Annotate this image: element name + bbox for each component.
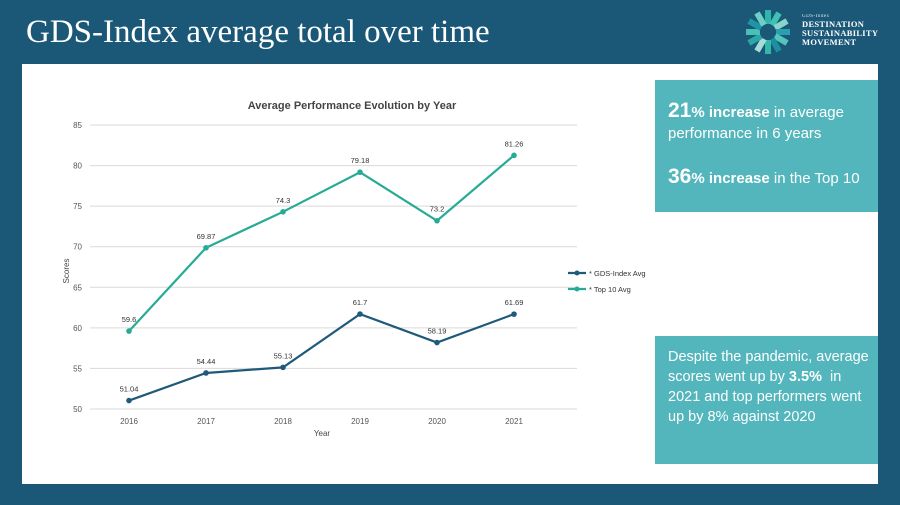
- content-panel: Average Performance Evolution by Year 50 5…: [22, 64, 878, 484]
- legend-label: * Top 10 Avg: [589, 285, 631, 294]
- x-tick-label: 2017: [197, 417, 215, 426]
- data-point: [203, 370, 209, 376]
- data-point: [511, 152, 517, 159]
- data-label: 73.2: [430, 205, 445, 214]
- data-point: [126, 328, 132, 334]
- x-tick-label: 2021: [505, 417, 523, 426]
- highlight-card: 21% increase in average performance in 6…: [655, 80, 878, 212]
- x-axis-label: Year: [314, 429, 331, 438]
- logo: GDS-Index DESTINATION SUSTAINABILITY MOV…: [740, 8, 890, 56]
- data-label: 74.3: [276, 196, 291, 205]
- data-point: [280, 364, 286, 371]
- data-point: [126, 397, 132, 404]
- data-label: 69.87: [197, 232, 216, 241]
- y-tick-label: 70: [73, 243, 82, 252]
- chart-title: Average Performance Evolution by Year: [248, 100, 457, 112]
- data-label: 61.69: [505, 298, 524, 307]
- data-label: 59.6: [122, 315, 137, 324]
- y-tick-label: 85: [73, 121, 82, 130]
- logo-line-2: SUSTAINABILITY: [802, 28, 879, 38]
- data-label: 61.7: [353, 298, 368, 307]
- y-tick-label: 75: [73, 202, 82, 211]
- note-part-2: in 2021 and top performers went up by 8%…: [668, 369, 866, 425]
- data-point: [357, 311, 363, 317]
- series-line: [128, 154, 515, 332]
- logo-emblem-icon: [746, 10, 790, 54]
- stat-top10-number: 36: [668, 165, 692, 188]
- data-point: [511, 311, 517, 317]
- x-tick-label: 2018: [274, 417, 292, 426]
- stat-average-text: in average performance in 6 years: [668, 104, 844, 142]
- logo-line-1: DESTINATION: [802, 19, 865, 29]
- series-line: [128, 312, 515, 402]
- data-point: [434, 339, 440, 346]
- line-chart: Average Performance Evolution by Year 50 5…: [62, 100, 646, 438]
- logo-line-3: MOVEMENT: [802, 37, 857, 47]
- data-point: [357, 169, 363, 176]
- legend-marker: [574, 270, 580, 276]
- x-tick-label: 2019: [351, 417, 369, 426]
- pandemic-note: Despite the pandemic, average scores wen…: [668, 347, 872, 427]
- data-point: [434, 217, 440, 224]
- data-label: 81.26: [505, 139, 524, 148]
- data-point: [203, 244, 209, 251]
- y-tick-label: 80: [73, 162, 82, 171]
- x-tick-label: 2016: [120, 417, 138, 426]
- legend-label: * GDS-Index Avg: [589, 269, 646, 278]
- note-bold-value: 3.5%: [788, 369, 822, 385]
- slide-title: GDS-Index average total over time: [26, 14, 490, 50]
- data-label: 54.44: [197, 357, 216, 366]
- y-tick-label: 60: [73, 324, 82, 333]
- note-part-1: Despite the pandemic, average scores wen…: [668, 349, 869, 385]
- stat-top10-text: in the Top 10: [769, 170, 860, 187]
- data-label: 51.04: [120, 385, 139, 394]
- y-tick-label: 65: [73, 283, 82, 292]
- y-tick-label: 50: [73, 405, 82, 414]
- data-label: 55.13: [274, 351, 293, 360]
- y-axis-label: Scores: [62, 259, 71, 284]
- x-tick-label: 2020: [428, 417, 446, 426]
- stat-average-number: 21: [668, 99, 692, 122]
- chart-container: Average Performance Evolution by Year 50 5…: [22, 64, 652, 484]
- pandemic-note-card: Despite the pandemic, average scores wen…: [655, 336, 878, 464]
- y-tick-label: 55: [73, 364, 82, 373]
- legend-marker: [574, 286, 580, 292]
- logo-small-text: GDS-Index: [802, 14, 830, 19]
- data-label: 58.19: [428, 327, 447, 336]
- data-point: [280, 209, 286, 215]
- stat-top10-increase: 36% increase in the Top 10: [668, 166, 873, 189]
- stat-average-bold: % increase: [691, 104, 770, 121]
- data-label: 79.18: [351, 156, 370, 165]
- stat-average-increase: 21% increase in average performance in 6…: [668, 100, 873, 144]
- stat-top10-bold: % increase: [691, 170, 770, 187]
